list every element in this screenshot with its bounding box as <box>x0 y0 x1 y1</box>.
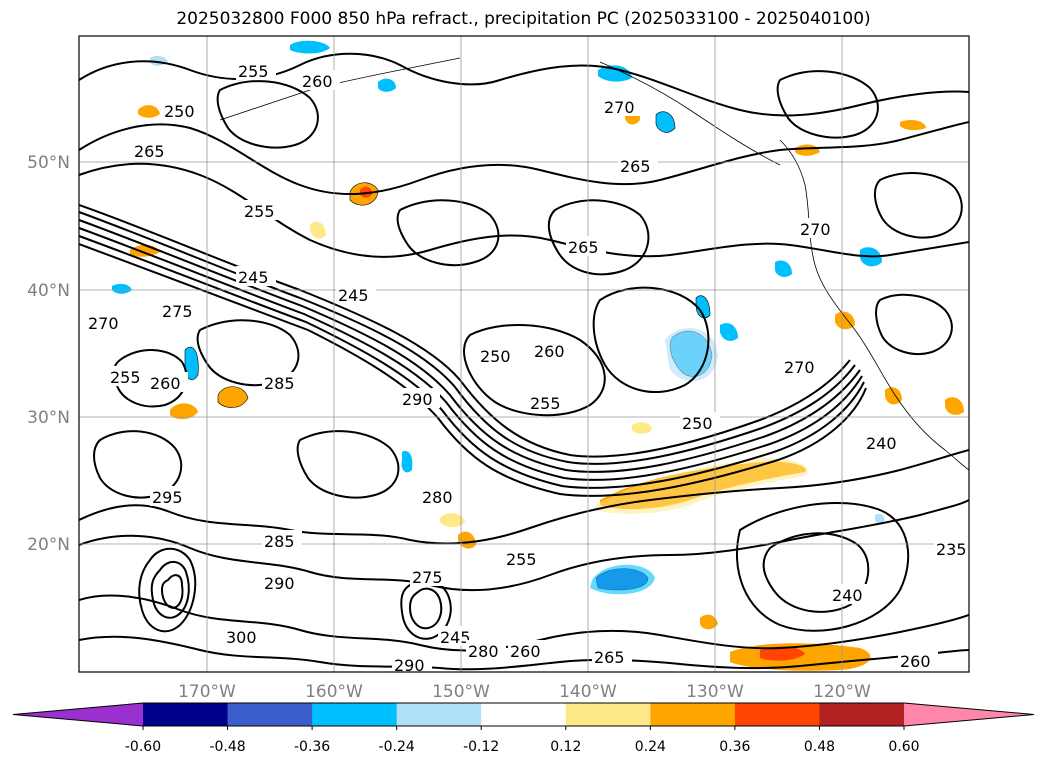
contour-label: 255 <box>530 394 561 413</box>
contour-label: 270 <box>604 98 635 117</box>
contour-label: 260 <box>900 652 931 671</box>
contour-label: 300 <box>226 628 257 647</box>
colorbar-segment <box>312 703 398 726</box>
contour-label: 265 <box>568 238 599 257</box>
contour-label: 260 <box>534 342 565 361</box>
map-area: 255 260 250 265 270 265 255 250 245 245 … <box>79 36 969 675</box>
colorbar-segment <box>227 703 313 726</box>
contour-label: 275 <box>412 568 443 587</box>
contour-label: 290 <box>264 574 295 593</box>
lat-label: 40°N <box>27 281 70 301</box>
colorbar-tick-label: 0.36 <box>719 739 750 755</box>
colorbar-tick-label: -0.24 <box>379 739 415 755</box>
contour-label: 270 <box>88 314 119 333</box>
colorbar-segment <box>396 703 482 726</box>
contour-labels: 255 260 250 265 270 265 255 250 245 245 … <box>86 60 969 675</box>
lon-label: 170°W <box>178 682 236 702</box>
contour-label: 270 <box>784 358 815 377</box>
contour-label: 250 <box>164 102 195 121</box>
contour-label: 245 <box>238 268 269 287</box>
colorbar-tick-label: -0.48 <box>209 739 245 755</box>
colorbar-segment <box>565 703 651 726</box>
colorbar-tick-label: 0.12 <box>550 739 581 755</box>
colorbar: -0.60 -0.48 -0.36 -0.24 -0.12 0.12 0.24 0.36 0.4… <box>12 702 1035 755</box>
contour-label: 275 <box>162 302 193 321</box>
colorbar-segment <box>481 703 567 726</box>
contour-label: 255 <box>238 62 269 81</box>
contour-label: 255 <box>110 368 141 387</box>
colorbar-tick-label: -0.60 <box>125 739 161 755</box>
lat-label: 30°N <box>27 408 70 428</box>
contour-label: 265 <box>134 142 165 161</box>
colorbar-segment <box>819 703 905 726</box>
contour-label: 245 <box>338 286 369 305</box>
map-frame <box>78 35 970 673</box>
contour-label: 295 <box>152 488 183 507</box>
colorbar-extend-low <box>13 703 143 726</box>
colorbar-tick-label: -0.12 <box>463 739 499 755</box>
lon-label: 140°W <box>559 682 617 702</box>
contour-label: 250 <box>480 347 511 366</box>
contour-label: 260 <box>302 72 333 91</box>
colorbar-tick-label: 0.48 <box>804 739 835 755</box>
contour-label: 285 <box>264 374 295 393</box>
lon-label: 160°W <box>305 682 363 702</box>
contour-label: 255 <box>244 202 275 221</box>
contour-label: 255 <box>506 550 537 569</box>
contour-label: 260 <box>510 642 541 661</box>
contour-label: 260 <box>150 374 181 393</box>
contour-label: 245 <box>440 628 471 647</box>
contour-label: 265 <box>594 648 625 667</box>
contour-label: 265 <box>620 157 651 176</box>
contour-label: 235 <box>936 540 967 559</box>
colorbar-segment <box>143 703 229 726</box>
graticule <box>79 36 969 672</box>
colorbar-tick-label: -0.36 <box>294 739 330 755</box>
latitude-labels: 50°N 40°N 30°N 20°N <box>27 153 70 555</box>
contour-label: 240 <box>866 434 897 453</box>
contour-label: 280 <box>422 488 453 507</box>
longitude-labels: 170°W 160°W 150°W 140°W 130°W 120°W <box>178 682 871 702</box>
lat-label: 50°N <box>27 153 70 173</box>
contour-label: 290 <box>394 656 425 675</box>
contour-label: 290 <box>402 390 433 409</box>
contour-label: 250 <box>682 414 713 433</box>
colorbar-segment <box>650 703 736 726</box>
colorbar-extend-high <box>904 703 1034 726</box>
refractivity-contours <box>79 52 969 671</box>
lon-label: 150°W <box>432 682 490 702</box>
map-title: 2025032800 F000 850 hPa refract., precip… <box>176 9 871 29</box>
colorbar-tick-label: 0.60 <box>888 739 919 755</box>
contour-label: 270 <box>800 220 831 239</box>
colorbar-tick-label: 0.24 <box>635 739 666 755</box>
lat-label: 20°N <box>27 535 70 555</box>
lon-label: 120°W <box>813 682 871 702</box>
contour-label: 285 <box>264 532 295 551</box>
contour-label: 240 <box>832 586 863 605</box>
contour-label: 280 <box>468 642 499 661</box>
lon-label: 130°W <box>686 682 744 702</box>
colorbar-segment <box>734 703 820 726</box>
